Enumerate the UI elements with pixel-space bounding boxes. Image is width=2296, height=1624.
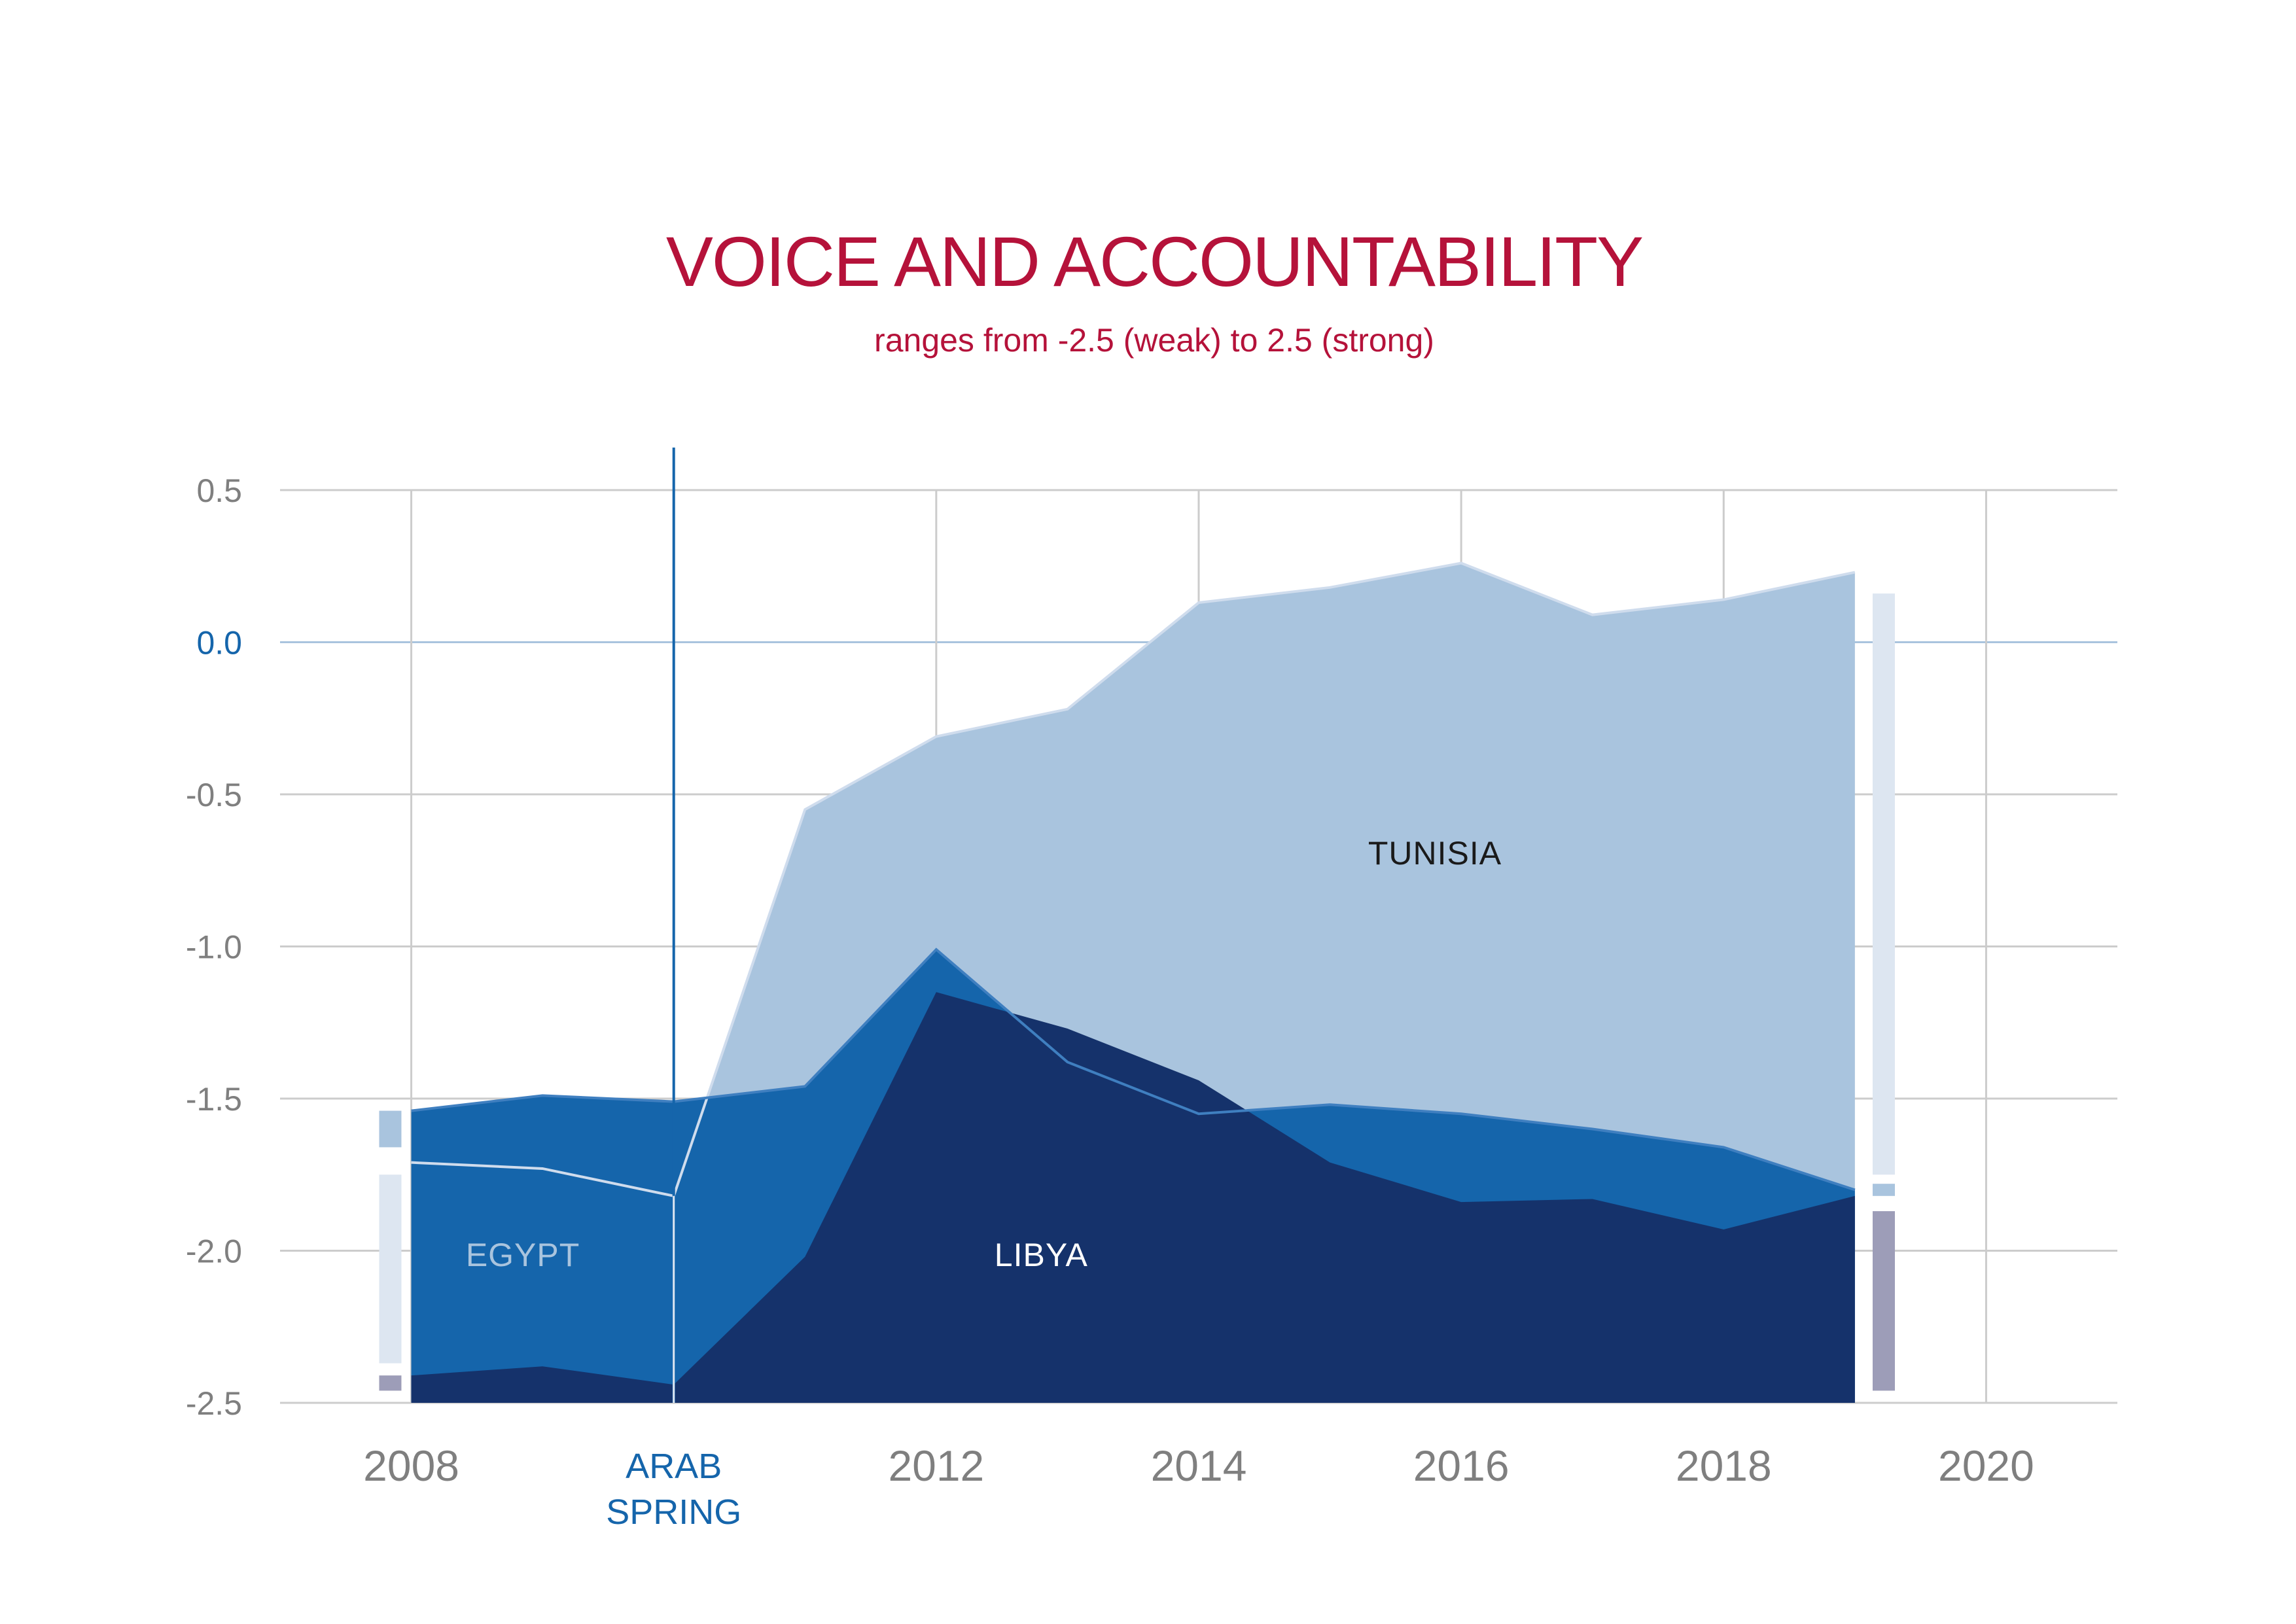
series-label-tunisia: TUNISIA (1368, 835, 1502, 872)
line-tunisia (411, 561, 1856, 1198)
arab-spring-label: SPRING (606, 1492, 741, 1532)
series-labels: TUNISIA EGYPT LIBYA (466, 835, 1502, 1273)
y-tick-label: -0.5 (186, 777, 242, 813)
chart-subtitle: ranges from -2.5 (weak) to 2.5 (strong) (874, 322, 1434, 359)
series-label-egypt: EGYPT (466, 1237, 580, 1273)
series-areas (411, 563, 1855, 1403)
line-egypt (411, 947, 1856, 1192)
series-lines (411, 561, 1856, 1198)
range-bar-tunisia_end (1872, 593, 1895, 1175)
chart-title: VOICE AND ACCOUNTABILITY (666, 222, 1642, 301)
y-tick-label: -1.0 (186, 929, 242, 966)
series-label-libya: LIBYA (995, 1237, 1088, 1273)
y-tick-label: -2.5 (186, 1385, 242, 1422)
arab-spring-label: ARAB (626, 1447, 722, 1486)
area-libya (411, 992, 1855, 1403)
y-axis-ticks: 0.5 0.0 -0.5 -1.0 -1.5 -2.0 -2.5 (186, 472, 242, 1422)
x-tick-label: 2014 (1151, 1441, 1247, 1490)
range-bar-egypt_end (1872, 1184, 1895, 1196)
y-tick-label: -2.0 (186, 1233, 242, 1270)
x-tick-label: 2020 (1938, 1441, 2034, 1490)
x-axis-ticks: 2008 2012 2014 2016 2018 2020 ARAB SPRING (363, 1441, 2034, 1532)
x-tick-label: 2012 (888, 1441, 984, 1490)
range-bars (379, 593, 1895, 1391)
y-tick-label: -1.5 (186, 1081, 242, 1118)
x-tick-label: 2016 (1413, 1441, 1510, 1490)
x-tick-label: 2018 (1676, 1441, 1772, 1490)
x-tick-label: 2008 (363, 1441, 459, 1490)
y-tick-label: 0.0 (196, 625, 242, 662)
range-bar-egypt_start_top (379, 1110, 402, 1148)
range-bar-libya_end (1872, 1211, 1895, 1391)
range-bar-libya_start (379, 1375, 402, 1391)
y-tick-label: 0.5 (196, 472, 242, 509)
range-bar-egypt_start_body (379, 1174, 402, 1364)
